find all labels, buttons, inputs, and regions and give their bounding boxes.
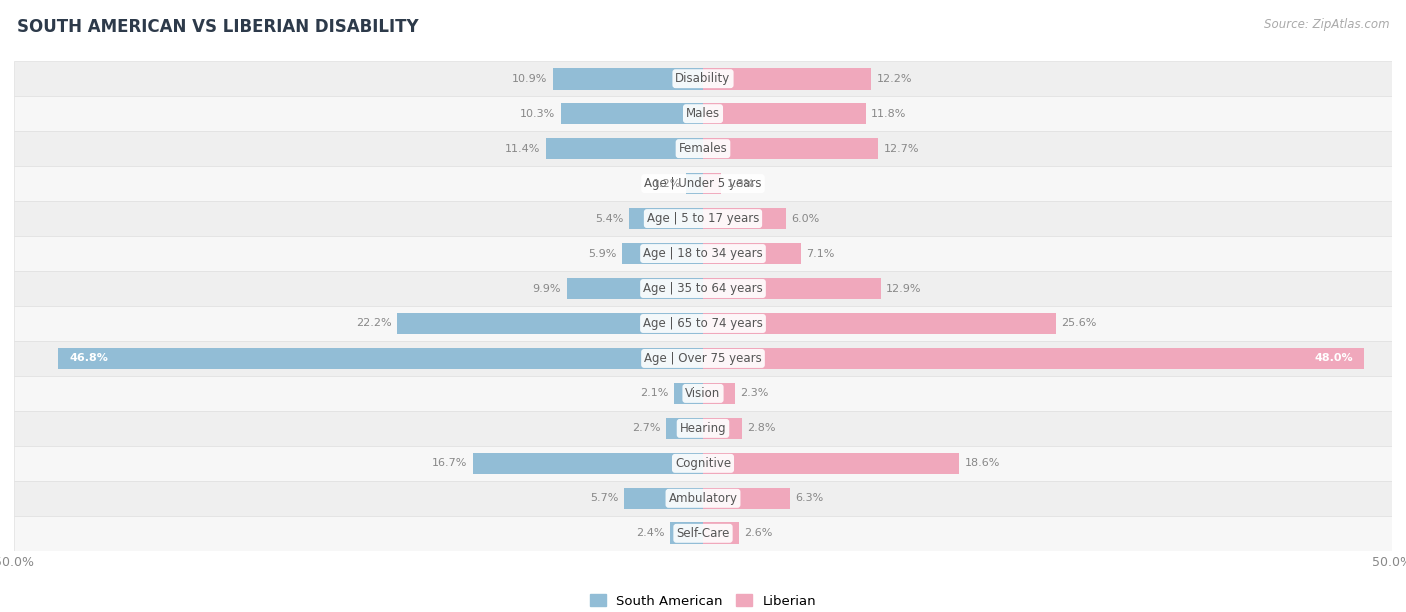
Text: Males: Males [686,107,720,120]
Bar [703,417,741,439]
Text: 2.1%: 2.1% [640,389,669,398]
Bar [703,313,1056,334]
Bar [14,236,1392,271]
Text: Females: Females [679,142,727,155]
Text: 18.6%: 18.6% [965,458,1000,468]
Bar [703,278,880,299]
Text: 10.3%: 10.3% [520,109,555,119]
Bar [703,243,801,264]
Text: 1.2%: 1.2% [652,179,681,188]
Bar [14,411,1392,446]
Bar [669,523,703,544]
Bar [58,348,703,369]
Text: Age | 18 to 34 years: Age | 18 to 34 years [643,247,763,260]
Text: 2.7%: 2.7% [631,424,661,433]
Text: Source: ZipAtlas.com: Source: ZipAtlas.com [1264,18,1389,31]
Text: 11.8%: 11.8% [872,109,907,119]
Text: Age | 5 to 17 years: Age | 5 to 17 years [647,212,759,225]
Bar [472,452,703,474]
Text: 12.9%: 12.9% [886,283,922,294]
Text: Cognitive: Cognitive [675,457,731,470]
Bar [14,376,1392,411]
Text: Ambulatory: Ambulatory [668,492,738,505]
Bar [703,138,877,160]
Text: 6.3%: 6.3% [796,493,824,503]
Bar [624,488,703,509]
Bar [621,243,703,264]
Text: Hearing: Hearing [679,422,727,435]
Bar [703,68,872,89]
Text: SOUTH AMERICAN VS LIBERIAN DISABILITY: SOUTH AMERICAN VS LIBERIAN DISABILITY [17,18,419,36]
Bar [14,516,1392,551]
Bar [703,207,786,230]
Bar [14,446,1392,481]
Text: 11.4%: 11.4% [505,144,540,154]
Text: 7.1%: 7.1% [807,248,835,258]
Bar [673,382,703,405]
Bar [546,138,703,160]
Text: Disability: Disability [675,72,731,85]
Text: Age | Over 75 years: Age | Over 75 years [644,352,762,365]
Bar [703,348,1364,369]
Bar [561,103,703,124]
Text: 2.8%: 2.8% [747,424,776,433]
Text: 2.3%: 2.3% [740,389,769,398]
Text: 9.9%: 9.9% [533,283,561,294]
Text: 25.6%: 25.6% [1062,318,1097,329]
Bar [396,313,703,334]
Text: 46.8%: 46.8% [69,354,108,364]
Bar [14,131,1392,166]
Text: 1.3%: 1.3% [727,179,755,188]
Text: 16.7%: 16.7% [432,458,467,468]
Text: 48.0%: 48.0% [1315,354,1354,364]
Bar [703,452,959,474]
Bar [686,173,703,195]
Bar [14,96,1392,131]
Bar [14,306,1392,341]
Bar [553,68,703,89]
Bar [703,103,866,124]
Bar [567,278,703,299]
Bar [14,341,1392,376]
Text: Age | 35 to 64 years: Age | 35 to 64 years [643,282,763,295]
Bar [14,61,1392,96]
Bar [703,523,738,544]
Text: 5.7%: 5.7% [591,493,619,503]
Text: 5.4%: 5.4% [595,214,623,223]
Text: 22.2%: 22.2% [356,318,392,329]
Text: 2.6%: 2.6% [744,528,773,539]
Text: 6.0%: 6.0% [792,214,820,223]
Text: 2.4%: 2.4% [636,528,665,539]
Text: Age | Under 5 years: Age | Under 5 years [644,177,762,190]
Text: 12.7%: 12.7% [883,144,920,154]
Text: Age | 65 to 74 years: Age | 65 to 74 years [643,317,763,330]
Text: 10.9%: 10.9% [512,73,547,84]
Legend: South American, Liberian: South American, Liberian [591,594,815,608]
Bar [703,488,790,509]
Bar [14,481,1392,516]
Bar [666,417,703,439]
Bar [703,382,735,405]
Text: Vision: Vision [685,387,721,400]
Text: 12.2%: 12.2% [876,73,912,84]
Bar [14,271,1392,306]
Bar [703,173,721,195]
Bar [14,201,1392,236]
Bar [14,166,1392,201]
Text: 5.9%: 5.9% [588,248,616,258]
Text: Self-Care: Self-Care [676,527,730,540]
Bar [628,207,703,230]
